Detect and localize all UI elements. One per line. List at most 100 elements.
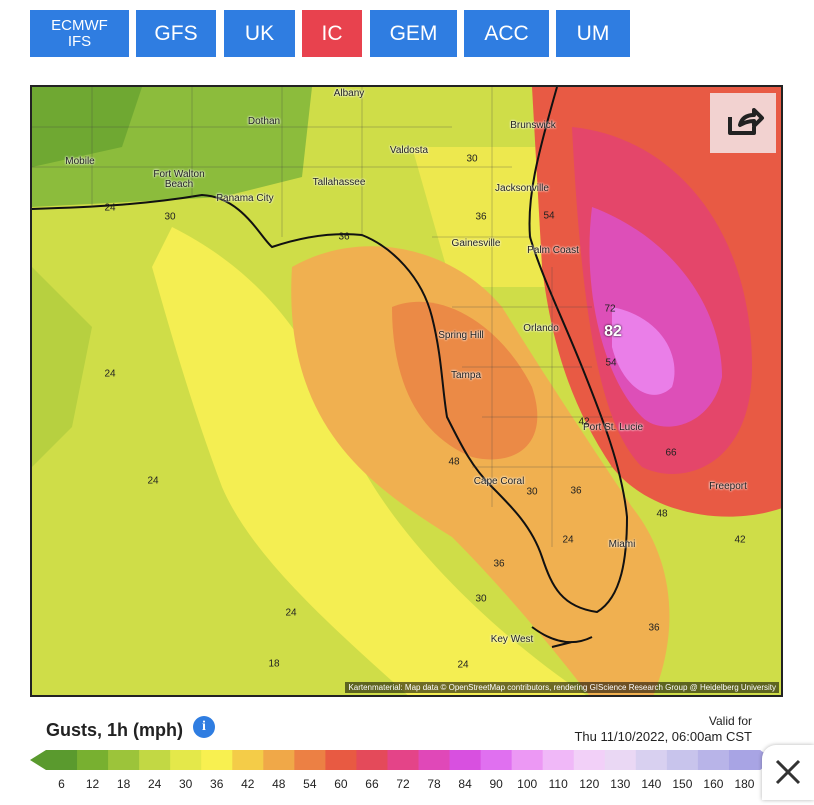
contour-label: 18	[268, 658, 280, 670]
scale-swatch	[356, 750, 388, 770]
contour-label: 42	[734, 534, 746, 546]
scale-label: 160	[703, 777, 724, 791]
model-button[interactable]: GFS	[136, 10, 216, 57]
contour-label: 54	[605, 357, 617, 369]
scale-label: 120	[579, 777, 600, 791]
city-label: Tampa	[450, 370, 482, 381]
close-button[interactable]	[762, 745, 814, 800]
color-scale	[30, 750, 774, 770]
city-label: Tallahassee	[312, 177, 366, 188]
contour-label: 36	[648, 622, 660, 634]
contour-label: 36	[570, 485, 582, 497]
contour-label: 48	[448, 456, 460, 468]
city-label: Dothan	[247, 116, 281, 127]
city-label: Valdosta	[389, 145, 429, 156]
contour-label: 42	[578, 416, 590, 428]
city-label: Jacksonville	[495, 183, 549, 194]
scale-label: 150	[672, 777, 693, 791]
city-label: Mobile	[65, 156, 95, 167]
scale-swatch	[604, 750, 637, 770]
city-label: Albany	[333, 88, 365, 99]
scale-label: 30	[179, 777, 193, 791]
scale-swatch	[635, 750, 668, 770]
scale-swatch	[542, 750, 575, 770]
scale-swatch	[294, 750, 326, 770]
city-label: Key West	[490, 634, 534, 645]
contour-label: 48	[656, 508, 668, 520]
contour-label: 24	[285, 607, 297, 619]
scale-label: 110	[548, 777, 568, 791]
scale-swatch	[418, 750, 451, 770]
city-label: Port St. Lucie	[582, 422, 644, 433]
model-button[interactable]: IC	[302, 10, 362, 57]
peak-label: 82	[604, 323, 622, 340]
scale-label: 60	[334, 777, 348, 791]
scale-swatch	[511, 750, 544, 770]
scale-swatch	[697, 750, 730, 770]
scale-swatch	[387, 750, 420, 770]
scale-label: 66	[365, 777, 379, 791]
contour-label: 24	[104, 202, 116, 214]
city-label: Brunswick	[510, 120, 556, 131]
contour-label: 24	[147, 475, 159, 487]
contour-label: 36	[493, 558, 505, 570]
scale-label: 180	[734, 777, 755, 791]
scale-swatch	[573, 750, 606, 770]
city-label: Spring Hill	[438, 330, 484, 341]
model-button[interactable]: GEM	[370, 10, 457, 57]
scale-swatch	[201, 750, 233, 770]
scale-label: 24	[147, 777, 162, 791]
city-label: Cape Coral	[473, 476, 525, 487]
scale-label: 6	[58, 777, 65, 791]
contour-label: 30	[526, 486, 538, 498]
scale-swatch	[666, 750, 699, 770]
contour-label: 30	[164, 211, 176, 223]
scale-label: 18	[116, 777, 131, 791]
city-label: Fort Walton Beach	[153, 169, 205, 190]
contour-label: 66	[665, 447, 677, 459]
city-label: Gainesville	[451, 238, 501, 249]
weather-map: Albany Dothan Brunswick Valdosta Mobile Fort …	[30, 85, 783, 697]
scale-swatch	[263, 750, 295, 770]
city-label: Panama City	[216, 193, 274, 204]
contour-label: 24	[104, 368, 116, 380]
share-button[interactable]	[710, 93, 776, 153]
model-button[interactable]: UK	[224, 10, 295, 57]
scale-swatch	[728, 750, 761, 770]
close-icon	[775, 759, 801, 785]
scale-swatch	[449, 750, 482, 770]
contour-label: 54	[543, 210, 555, 222]
contour-label: 24	[562, 534, 574, 546]
scale-swatch	[170, 750, 202, 770]
scale-swatch	[77, 750, 109, 770]
scale-swatch	[108, 750, 140, 770]
legend-title: Gusts, 1h (mph)	[46, 720, 184, 740]
valid-label: Valid for	[708, 714, 752, 728]
scale-arrow-left	[30, 750, 46, 770]
scale-swatch	[46, 750, 78, 770]
city-label: Freeport	[709, 481, 747, 492]
contour-label: 72	[604, 303, 616, 315]
model-button[interactable]: ECMWF IFS	[30, 10, 129, 57]
contour-label: 36	[338, 231, 350, 243]
scale-swatch	[480, 750, 513, 770]
attribution: Kartenmaterial: Map data © OpenStreetMap…	[345, 682, 779, 693]
scale-label: 12	[85, 777, 100, 791]
valid-time: Thu 11/10/2022, 06:00am CST	[574, 729, 752, 744]
scale-label: 84	[458, 777, 472, 791]
model-button[interactable]: UM	[556, 10, 630, 57]
scale-label: 140	[641, 777, 662, 791]
contour-label: 24	[457, 659, 469, 671]
scale-label: 100	[517, 777, 538, 791]
model-button[interactable]: ACC	[464, 10, 549, 57]
city-label: Orlando	[523, 323, 559, 334]
scale-label: 72	[396, 777, 410, 791]
scale-swatch	[139, 750, 171, 770]
scale-label: 78	[427, 777, 441, 791]
scale-label: 54	[303, 777, 317, 791]
info-icon[interactable]: i	[193, 716, 215, 738]
contour-label: 36	[475, 211, 487, 223]
share-icon	[728, 108, 764, 135]
scale-label: 42	[241, 777, 255, 791]
